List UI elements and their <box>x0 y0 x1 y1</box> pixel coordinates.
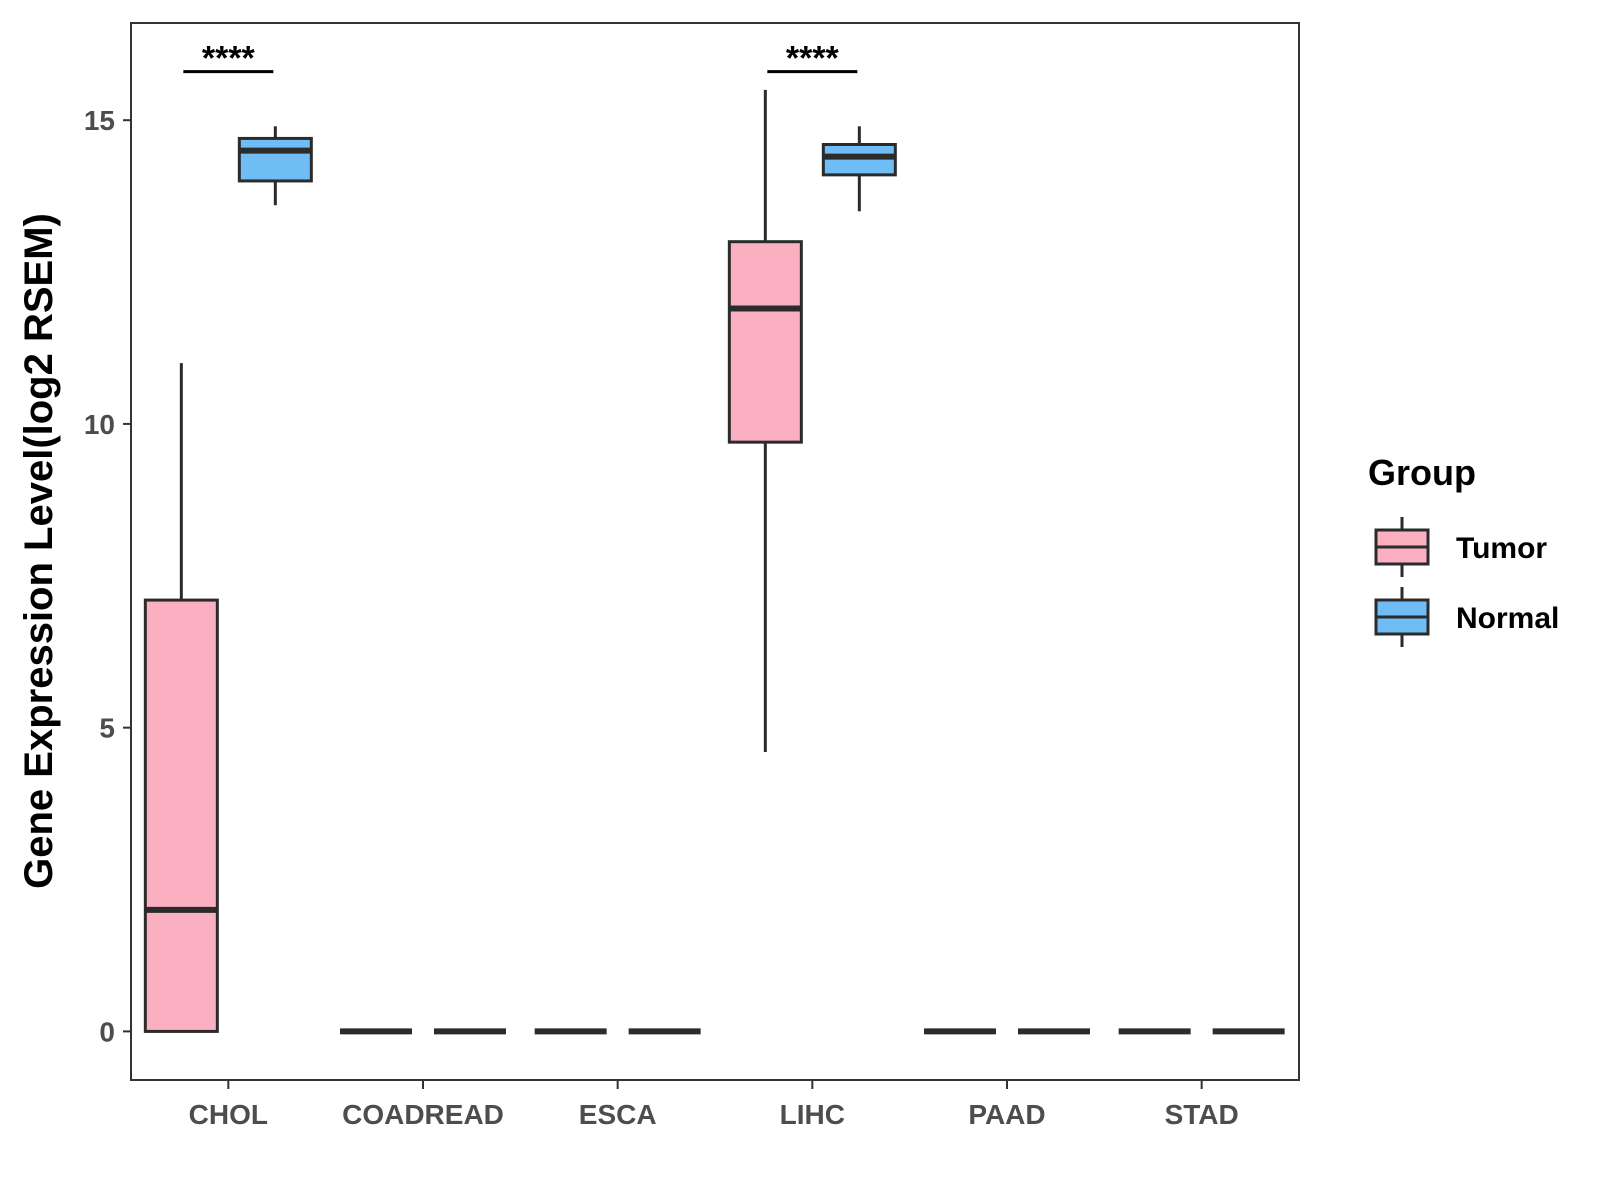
x-tick-label: STAD <box>1165 1099 1239 1130</box>
legend-label: Normal <box>1456 602 1559 635</box>
box-normal-lihc <box>821 126 897 212</box>
x-tick-label: COADREAD <box>342 1099 504 1130</box>
box-body <box>821 142 897 177</box>
box-body <box>143 598 219 1033</box>
box-tumor-lihc <box>727 89 803 752</box>
x-tick-label: PAAD <box>968 1099 1045 1130</box>
legend-label: Tumor <box>1456 532 1547 565</box>
x-tick-label: ESCA <box>579 1099 657 1130</box>
significance-label: **** <box>202 40 256 78</box>
box-body <box>237 136 313 183</box>
x-tick-label: CHOL <box>189 1099 268 1130</box>
x-tick-label: LIHC <box>780 1099 845 1130</box>
legend-entry-tumor: Tumor <box>1374 517 1547 577</box>
legend-title: Group <box>1368 452 1476 493</box>
y-tick-label: 0 <box>99 1016 115 1047</box>
legend-entry-normal: Normal <box>1374 587 1559 647</box>
box-tumor-chol <box>143 363 219 1033</box>
significance-label: **** <box>786 40 840 78</box>
y-tick-label: 5 <box>99 713 115 744</box>
legend: Group Tumor Normal <box>1368 452 1559 647</box>
box-body <box>727 240 803 444</box>
y-axis-title: Gene Expression Level(log2 RSEM) <box>17 213 61 889</box>
plot-panel <box>130 22 1300 1081</box>
box-normal-chol <box>237 126 313 206</box>
y-tick-label: 15 <box>84 105 115 136</box>
y-tick-label: 10 <box>84 409 115 440</box>
